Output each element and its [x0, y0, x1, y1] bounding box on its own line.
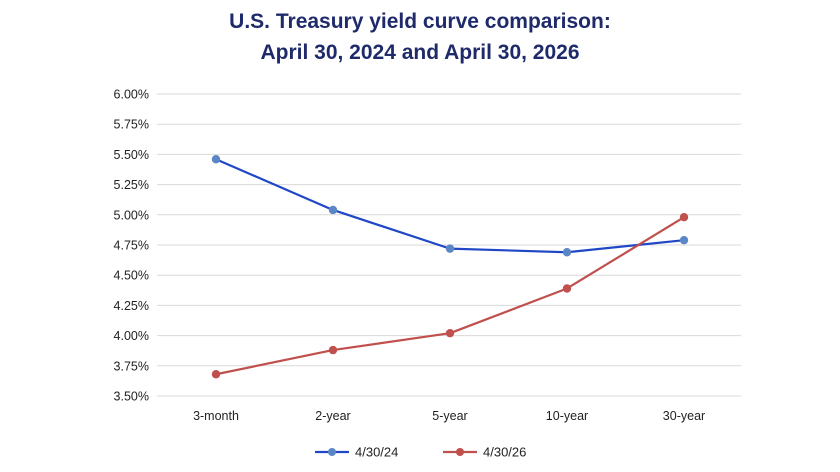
data-point: [445, 328, 455, 338]
data-point: [562, 248, 572, 257]
y-tick-label: 5.00%: [114, 208, 149, 222]
data-point: [328, 205, 338, 215]
chart-title: U.S. Treasury yield curve comparison: Ap…: [0, 6, 840, 68]
data-point: [328, 345, 338, 355]
chart-title-line-1: U.S. Treasury yield curve comparison:: [229, 10, 611, 33]
x-tick-label: 30-year: [663, 409, 705, 423]
x-tick-label: 5-year: [432, 409, 467, 423]
y-tick-label: 5.75%: [114, 118, 149, 132]
x-tick-label: 3-month: [193, 409, 239, 423]
series-1: [211, 155, 689, 257]
y-tick-label: 4.00%: [114, 329, 149, 343]
y-tick-label: 6.00%: [114, 88, 149, 102]
x-tick-label: 10-year: [546, 409, 588, 423]
series-lines: [211, 155, 689, 379]
data-point: [211, 155, 221, 164]
legend-label: 4/30/26: [483, 445, 526, 460]
legend-swatch-marker: [456, 448, 464, 456]
data-point: [562, 284, 572, 293]
y-tick-label: 4.25%: [114, 299, 149, 313]
data-point: [211, 370, 221, 379]
y-tick-label: 3.75%: [114, 359, 149, 373]
series-line: [215, 158, 685, 254]
data-point: [445, 244, 455, 253]
legend: 4/30/24 4/30/26: [315, 445, 526, 460]
y-tick-label: 3.50%: [114, 390, 149, 404]
x-tick-label: 2-year: [315, 409, 350, 423]
legend-item-2: 4/30/26: [443, 445, 526, 460]
y-tick-label: 4.75%: [114, 239, 149, 253]
y-tick-label: 5.50%: [114, 148, 149, 162]
legend-label: 4/30/24: [355, 445, 398, 460]
x-axis-ticks: 3-month 2-year 5-year 10-year 30-year: [193, 409, 705, 423]
y-axis-ticks: 6.00% 5.75% 5.50% 5.25% 5.00% 4.75% 4.50% 4.25%…: [114, 88, 149, 404]
series-line: [215, 216, 685, 376]
legend-item-1: 4/30/24: [315, 445, 398, 460]
data-point: [679, 213, 689, 222]
chart-title-line-2: April 30, 2024 and April 30, 2026: [260, 41, 580, 64]
legend-swatch-marker: [328, 448, 336, 456]
y-tick-label: 5.25%: [114, 178, 149, 192]
data-point: [679, 235, 689, 245]
y-tick-label: 4.50%: [114, 269, 149, 283]
series-2: [211, 213, 689, 379]
